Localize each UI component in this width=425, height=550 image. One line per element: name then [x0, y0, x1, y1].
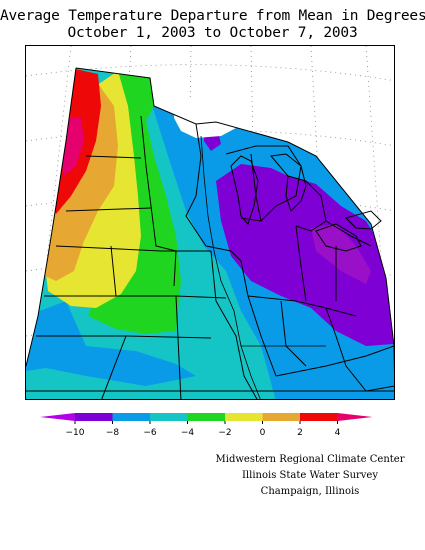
- legend-low-arrow: [40, 413, 75, 421]
- zone-blue-southwest: [26, 301, 196, 386]
- great-lakes: [230, 153, 382, 252]
- legend-bin: [112, 413, 150, 421]
- legend-tick-label: −10: [66, 428, 85, 438]
- legend-tick-label: −6: [143, 428, 157, 438]
- legend-tick-label: −8: [106, 428, 120, 438]
- legend-bar: −10 −8 −6 −4 −2 0 2 4: [40, 413, 373, 438]
- legend-bin: [150, 413, 188, 421]
- lake-superior: [174, 98, 241, 138]
- zone-magenta-purple: [311, 224, 371, 284]
- legend-bin: [75, 413, 113, 421]
- credit-location: Champaign, Illinois: [260, 486, 360, 497]
- zone-purple: [216, 164, 394, 346]
- rivers: [200, 135, 326, 399]
- legend-tick-label: 4: [335, 428, 341, 438]
- color-legend: −10 −8 −6 −4 −2 0 2 4: [40, 410, 385, 440]
- legend-bin: [300, 413, 338, 421]
- legend-tick-label: 0: [260, 428, 266, 438]
- legend-bin: [225, 413, 263, 421]
- temperature-departure-map: [26, 46, 394, 399]
- credit-survey: Illinois State Water Survey: [241, 470, 378, 481]
- state-boundaries: [26, 67, 394, 399]
- map-date-range: October 1, 2003 to October 7, 2003: [67, 25, 358, 41]
- legend-high-arrow: [337, 413, 373, 421]
- legend-bin: [187, 413, 225, 421]
- map-title: Average Temperature Departure from Mean …: [0, 8, 425, 24]
- legend-tick-label: −4: [181, 428, 195, 438]
- legend-tick-label: 2: [297, 428, 303, 438]
- credit-center: Midwestern Regional Climate Center: [215, 454, 405, 465]
- map-frame: [25, 45, 395, 400]
- legend-tick-label: −2: [218, 428, 231, 438]
- legend-bin: [262, 413, 300, 421]
